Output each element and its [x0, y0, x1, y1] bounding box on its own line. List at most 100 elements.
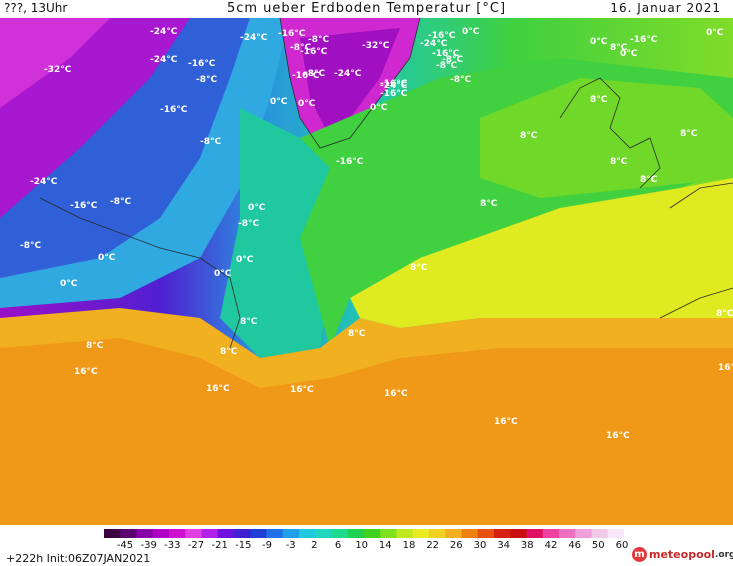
logo-brand: meteopool: [649, 548, 715, 561]
temperature-label: -16°C: [428, 31, 456, 41]
colorbar-tick-label: 34: [497, 540, 511, 551]
colorbar-swatch: [201, 529, 219, 538]
colorbar-tick-label: 38: [520, 540, 534, 551]
model-run-label: +222h Init:06Z07JAN2021: [6, 552, 151, 565]
colorbar-swatch: [461, 529, 479, 538]
temperature-label: -8°C: [450, 75, 471, 85]
temperature-label: -8°C: [200, 137, 221, 147]
colorbar-tick-label: -39: [140, 540, 157, 551]
mild-zone: [350, 178, 733, 328]
temperature-label: -24°C: [380, 81, 408, 91]
temperature-label: -8°C: [110, 197, 131, 207]
colorbar-tick-label: 10: [355, 540, 369, 551]
temperature-label: -16°C: [70, 201, 98, 211]
colorbar-swatch: [315, 529, 332, 538]
temperature-label: -16°C: [432, 49, 460, 59]
temperature-field: -24°C-24°C -16°C-8°C -16°C-32°C-24°C -16°C-…: [0, 18, 733, 525]
temperature-label: 8°C: [220, 347, 238, 357]
colorbar-swatch: [266, 529, 284, 538]
colorbar-tick-label: 18: [402, 540, 416, 551]
temperature-label: -32°C: [362, 41, 390, 51]
colorbar-tick-label: -45: [116, 540, 134, 551]
temperature-label: -24°C: [334, 69, 362, 79]
temperature-label: -24°C: [150, 55, 178, 65]
cool-zone: [0, 18, 290, 308]
colorbar-swatch: [282, 529, 300, 538]
temperature-label: 0°C: [462, 27, 480, 37]
map-title: 5cm ueber Erdboden Temperatur [°C]: [226, 1, 507, 16]
colorbar-tick-label: 46: [568, 540, 582, 551]
temperature-label: -24°C: [150, 27, 178, 37]
meteopool-logo[interactable]: m meteopool .org: [632, 547, 733, 562]
temperature-label: 16°C: [290, 385, 314, 395]
valid-time-label: ???, 13Uhr: [4, 1, 68, 15]
colorbar-swatch: [510, 529, 527, 538]
coastlines: [39, 18, 733, 349]
temperature-label: 0°C: [270, 97, 288, 107]
greenland-core: [300, 28, 400, 128]
colorbar-swatch: [380, 529, 397, 538]
europe-green: [480, 78, 733, 198]
temperature-label: 0°C: [370, 103, 388, 113]
temperature-label: 8°C: [240, 317, 258, 327]
colorbar-tick-label: 26: [449, 540, 463, 551]
temperature-label: 0°C: [214, 269, 232, 279]
temperature-label: -16°C: [292, 71, 320, 81]
color-legend: -45 -39 -33 -27 -21 -15 -9 -3 2 6 10 14 18 22 26 30 34 38…: [0, 525, 733, 566]
extreme-cold-zone: [0, 18, 110, 108]
temperature-label: -8°C: [238, 219, 259, 229]
colorbar-swatch: [591, 529, 609, 538]
warmer-zone: [0, 338, 733, 525]
temperature-label: 0°C: [620, 49, 638, 59]
temperature-label: -16°C: [188, 59, 216, 69]
temperature-label: 16°C: [606, 431, 630, 441]
temperature-map: -24°C -24°C -16°C -8°C -16°C -32°C -24°C -16°C -…: [0, 18, 733, 525]
temperature-label: 8°C: [86, 341, 104, 351]
temperature-label: 8°C: [410, 263, 428, 273]
colorbar-tick-label: 14: [378, 540, 392, 551]
temperature-label: 16°C: [494, 417, 518, 427]
temperature-label: -24°C: [30, 177, 58, 187]
colorbar-swatch: [152, 529, 170, 538]
colorbar-swatch: [104, 529, 121, 538]
colorbar-tick-label: 6: [334, 540, 342, 551]
colorbar-swatch: [477, 529, 495, 538]
colorbar-swatch: [234, 529, 251, 538]
colorbar-swatch: [347, 529, 365, 538]
temperature-label: -16°C: [278, 29, 306, 39]
temperature-label: 8°C: [590, 95, 608, 105]
colorbar-swatch: [217, 529, 235, 538]
temperature-label: -16°C: [300, 47, 328, 57]
colorbar-swatch: [575, 529, 592, 538]
temperature-label: 16°C: [718, 363, 733, 373]
colorbar-swatch: [250, 529, 267, 538]
temperature-label: -8°C: [196, 75, 217, 85]
colorbar-swatch: [136, 529, 154, 538]
temperature-label: 8°C: [680, 129, 698, 139]
colorbar-swatch: [120, 529, 137, 538]
colorbar-tick-label: 50: [591, 540, 605, 551]
temperature-label: -16°C: [336, 157, 364, 167]
map-header: ???, 13Uhr 5cm ueber Erdboden Temperatur…: [0, 0, 733, 18]
temperature-label: 8°C: [480, 199, 498, 209]
colorbar-tick-label: 42: [544, 540, 558, 551]
colorbar-tick-label: -3: [285, 540, 296, 551]
colorbar-swatch: [526, 529, 544, 538]
temperature-label: 0°C: [236, 255, 254, 265]
colorbar-swatch: [396, 529, 414, 538]
temperature-label: -8°C: [436, 61, 457, 71]
colorbar: [104, 529, 624, 538]
logo-tld: .org: [714, 549, 733, 560]
cold-zone: [0, 18, 250, 278]
temperature-label: 0°C: [706, 28, 724, 38]
colorbar-tick-label: 30: [473, 540, 487, 551]
labrador-sea-zone: [220, 108, 330, 358]
temperature-label: 16°C: [384, 389, 408, 399]
logo-icon: m: [632, 547, 647, 562]
colorbar-swatch: [185, 529, 202, 538]
temperature-label: 8°C: [716, 309, 733, 319]
temperature-label: 8°C: [610, 157, 628, 167]
temperature-label: 0°C: [248, 203, 266, 213]
colorbar-swatch: [331, 529, 349, 538]
temperature-label: -24°C: [240, 33, 268, 43]
